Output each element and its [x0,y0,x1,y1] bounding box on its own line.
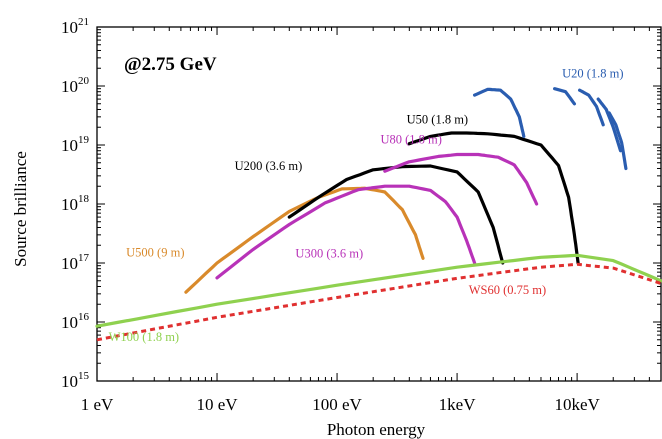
series-line-u20-1-8-m [473,87,526,138]
y-tick-label: 1018 [61,193,90,214]
y-axis-label: Source brilliance [11,151,30,267]
series-line-w100-1-8-m [95,253,662,328]
x-tick-label: 10keV [554,395,600,414]
series-line-u20-1-8-m-7th-harmonic [596,97,623,153]
series-label-ws60-0-75-m: WS60 (0.75 m) [469,283,546,297]
series-label-u300-3-6-m: U300 (3.6 m) [295,246,363,260]
series-line-u300-3-6-m [215,184,477,280]
series-label-u500-9-m: U500 (9 m) [126,245,184,259]
series-line-u80-1-8-m [383,152,539,206]
series-line-u20-1-8-m-3rd-harmonic [553,87,576,106]
y-tick-label: 1020 [61,75,90,96]
series-line-ws60-0-75-m [96,262,662,342]
x-tick-label: 10 eV [196,395,238,414]
x-tick-label: 100 eV [312,395,362,414]
series-line-u20-1-8-m-9th-harmonic [607,111,628,171]
x-axis-label: Photon energy [327,420,426,439]
y-tick-label: 1017 [61,252,90,273]
y-tick-label: 1019 [61,134,90,155]
series-label-u50-1-8-m: U50 (1.8 m) [407,113,468,127]
y-tick-label: 1015 [61,370,90,391]
series-line-u200-3-6-m [287,164,505,265]
annotation-label: @2.75 GeV [124,54,217,75]
series-label-w100-1-8-m: W100 (1.8 m) [109,330,179,344]
series-line-u50-1-8-m [407,131,580,265]
y-tick-label: 1021 [61,16,89,37]
y-tick-label: 1016 [61,311,90,332]
series-label-u20-1-8-m: U20 (1.8 m) [562,66,623,80]
series-line-u20-1-8-m-5th-harmonic [578,88,605,127]
series-label-u80-1-8-m: U80 (1.8 m) [380,133,441,147]
x-tick-label: 1 eV [81,395,114,414]
x-tick-label: 1keV [439,395,477,414]
series-label-u200-3-6-m: U200 (3.6 m) [235,159,303,173]
series-line-u500-9-m [184,186,425,294]
